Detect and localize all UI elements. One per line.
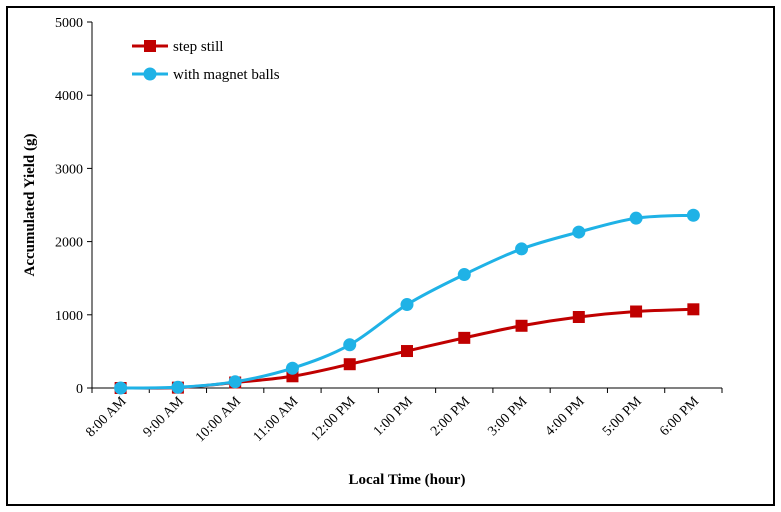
y-axis-title: Accumulated Yield (g): [22, 133, 38, 276]
series-1: [114, 208, 700, 395]
legend-marker: [144, 40, 156, 52]
circle-marker: [515, 242, 529, 256]
square-marker: [401, 345, 413, 358]
legend-item-0: step still: [132, 39, 223, 55]
x-axis-title: Local Time (hour): [349, 472, 466, 488]
circle-marker: [343, 338, 357, 352]
y-tick-label: 2000: [55, 236, 83, 251]
circle-marker: [285, 361, 299, 375]
circle-marker: [629, 211, 643, 225]
y-tick-label: 5000: [55, 16, 83, 31]
circle-marker: [400, 298, 414, 312]
legend-label: with magnet balls: [173, 67, 280, 83]
circle-marker: [686, 208, 700, 222]
legend: step still with magnet balls: [132, 39, 280, 83]
square-marker: [458, 331, 471, 344]
chart-frame: [6, 6, 775, 506]
y-ticks: 0 1000 2000 3000 4000 5000: [55, 16, 92, 397]
square-marker: [343, 358, 356, 371]
y-tick-label: 0: [76, 382, 83, 397]
circle-marker: [457, 268, 471, 282]
square-marker: [515, 319, 528, 332]
circle-marker: [228, 375, 242, 389]
square-marker: [630, 305, 643, 318]
legend-marker: [143, 67, 157, 81]
circle-marker: [114, 381, 128, 395]
square-marker: [687, 303, 700, 316]
circle-marker: [171, 380, 185, 394]
series-layer: [114, 208, 700, 395]
circle-marker: [572, 225, 586, 239]
y-tick-label: 4000: [55, 89, 83, 104]
square-marker: [572, 310, 585, 323]
legend-label: step still: [173, 39, 223, 55]
y-tick-label: 1000: [55, 309, 83, 324]
legend-item-1: with magnet balls: [132, 67, 280, 83]
y-tick-label: 3000: [55, 162, 83, 177]
